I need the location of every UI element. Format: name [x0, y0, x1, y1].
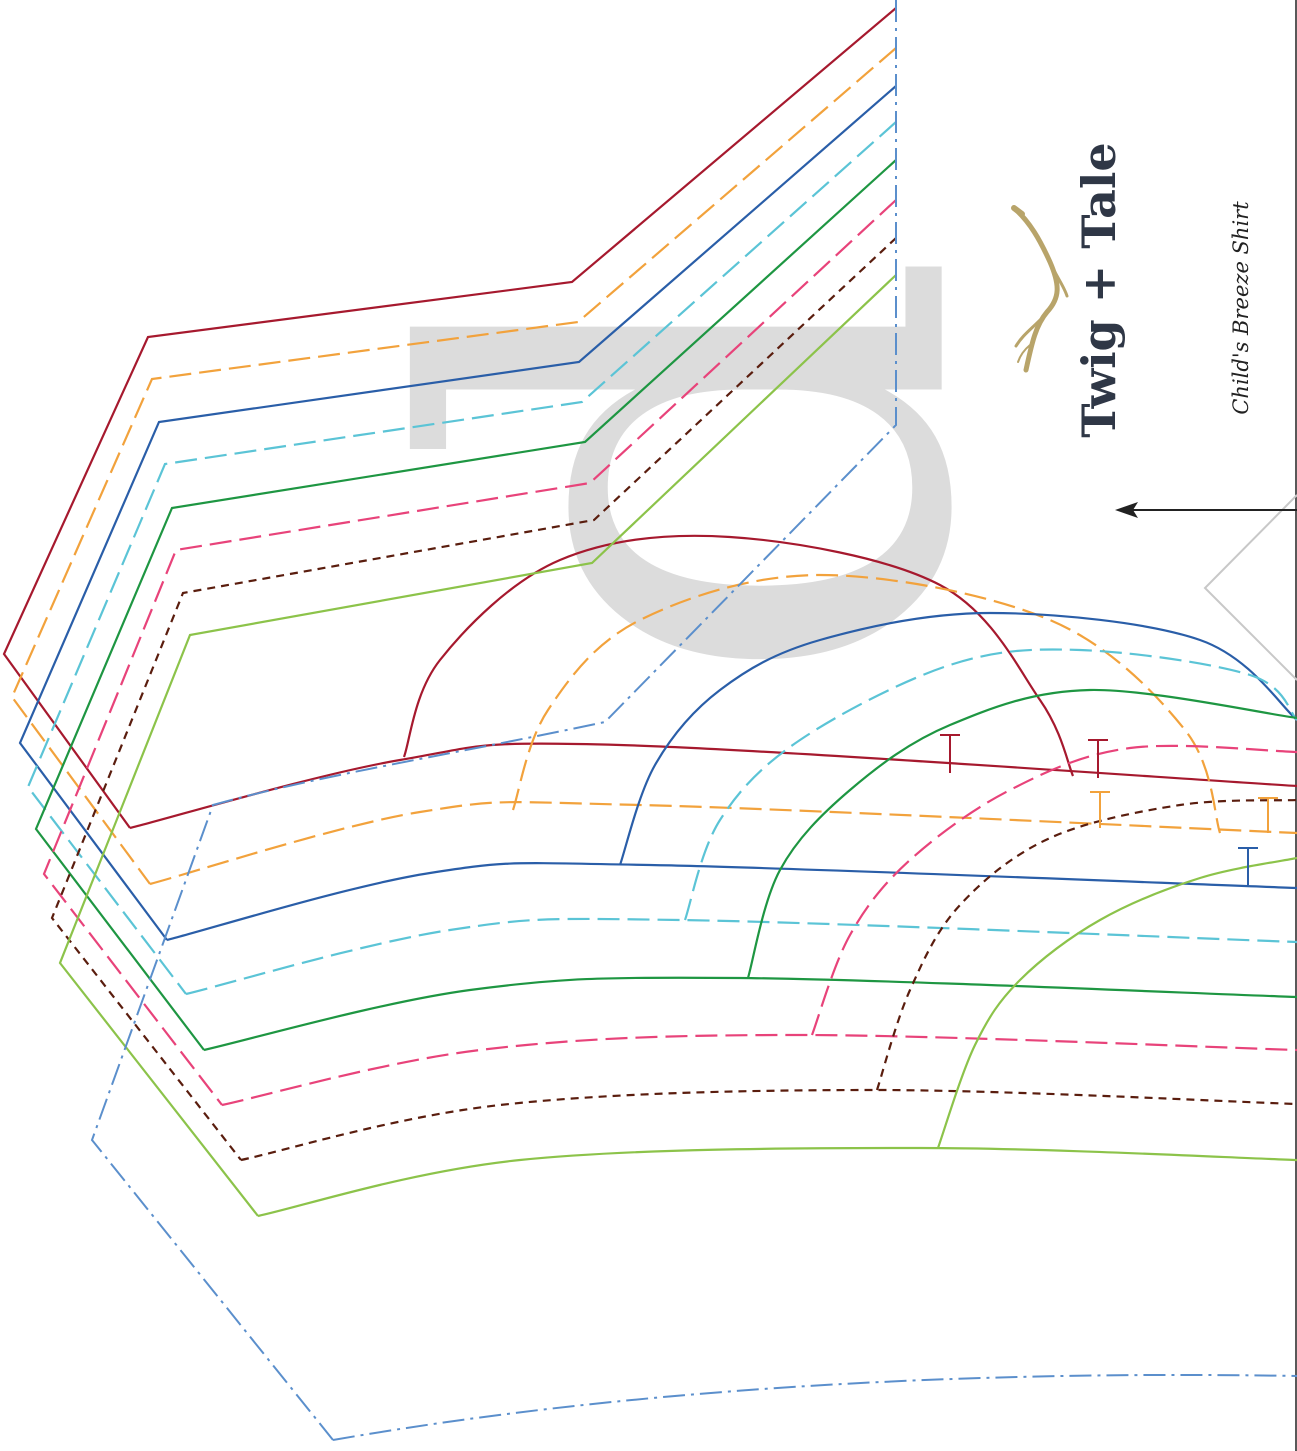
- size-line-1: [2, 7, 1297, 830]
- notch-marker-icon: [1090, 791, 1110, 828]
- pattern-name: Child's Breeze Shirt: [1229, 201, 1253, 415]
- size-line-4-shoulder: [26, 121, 897, 995]
- size-lines: [2, 7, 1297, 1218]
- notch-marker-icon: [1258, 797, 1278, 833]
- size-line-6-shoulder: [42, 199, 897, 1106]
- size-line-2-armhole: [511, 573, 1222, 834]
- size-line-8-hem: [257, 1146, 1297, 1218]
- size-line-7-hem: [240, 1088, 1297, 1162]
- size-line-1-armhole: [402, 534, 1075, 777]
- piece-letter: d: [293, 246, 1108, 694]
- size-line-4-hem: [185, 917, 1297, 996]
- size-line-2-shoulder: [10, 47, 897, 885]
- size-line-7: [50, 237, 1297, 1162]
- size-line-3-shoulder: [18, 85, 897, 941]
- size-line-1-shoulder: [2, 7, 897, 829]
- size-line-4-armhole: [683, 648, 1297, 921]
- size-line-5-armhole: [746, 688, 1297, 979]
- piece-letter-group: d: [293, 246, 1108, 694]
- twig-logo-icon: [1011, 205, 1069, 373]
- notch-marker-icon: [1088, 739, 1108, 778]
- size-line-7-armhole: [875, 798, 1297, 1091]
- size-line-2: [10, 47, 1297, 886]
- brand-name: Twig + Tale: [1072, 142, 1126, 437]
- size-line-3-armhole: [618, 611, 1297, 866]
- size-line-5-hem: [203, 976, 1297, 1052]
- size-line-7-shoulder: [50, 237, 897, 1161]
- size-line-3: [18, 85, 1297, 942]
- grainline-arrow-icon: [1115, 502, 1297, 518]
- size-line-2-hem: [149, 801, 1297, 886]
- notch-marker-icon: [940, 734, 960, 773]
- size-line-5-shoulder: [34, 159, 897, 1051]
- fold-marker-icon: [1203, 494, 1297, 681]
- size-line-6-armhole: [810, 744, 1297, 1036]
- size-line-3-hem: [166, 862, 1297, 942]
- size-line-6-hem: [221, 1033, 1297, 1107]
- notch-markers: [940, 734, 1278, 885]
- size-line-1-hem: [129, 742, 1297, 830]
- size-line-8-armhole: [936, 856, 1297, 1149]
- outer-cut-line: [90, 0, 1297, 1441]
- size-line-6: [42, 199, 1297, 1107]
- size-line-4: [26, 121, 1297, 996]
- notch-marker-icon: [1238, 847, 1258, 885]
- size-line-5: [34, 159, 1297, 1052]
